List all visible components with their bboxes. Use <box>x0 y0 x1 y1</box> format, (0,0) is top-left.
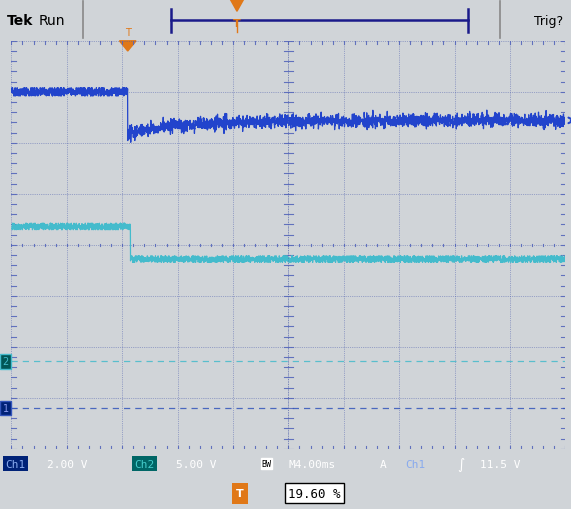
Text: Ch2: Ch2 <box>134 459 154 469</box>
Polygon shape <box>230 0 244 12</box>
Text: ∫: ∫ <box>457 457 464 471</box>
FancyBboxPatch shape <box>232 483 248 504</box>
Text: Ch1: Ch1 <box>405 459 425 469</box>
Text: Ch1: Ch1 <box>6 459 26 469</box>
Text: BW: BW <box>262 459 272 468</box>
Text: T: T <box>236 488 244 498</box>
Text: 19.60 %: 19.60 % <box>288 487 341 500</box>
Text: T: T <box>125 27 131 38</box>
Text: 11.5 V: 11.5 V <box>480 459 520 469</box>
Text: 2: 2 <box>2 356 9 366</box>
Text: A: A <box>380 459 387 469</box>
Polygon shape <box>119 42 136 52</box>
Text: Run: Run <box>39 14 65 28</box>
Text: Trig?: Trig? <box>533 15 563 27</box>
Text: 2.00 V: 2.00 V <box>47 459 87 469</box>
Text: 1: 1 <box>2 403 9 413</box>
Text: M4.00ms: M4.00ms <box>288 459 336 469</box>
Text: 5.00 V: 5.00 V <box>176 459 216 469</box>
Text: T: T <box>233 19 241 30</box>
Text: Tek: Tek <box>7 14 33 28</box>
